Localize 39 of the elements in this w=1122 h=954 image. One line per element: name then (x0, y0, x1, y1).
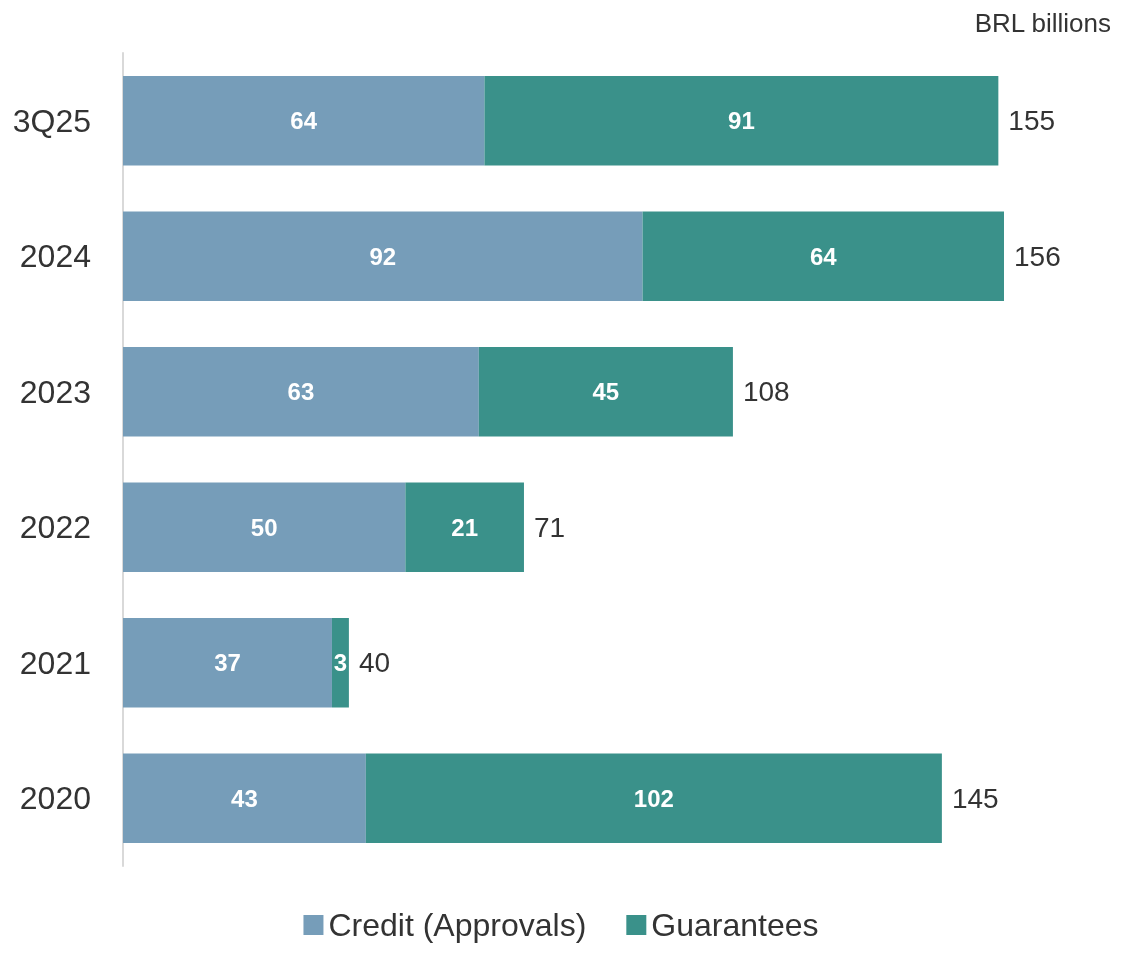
y-tick-label: 2023 (19, 373, 91, 410)
bar (478, 347, 733, 437)
data-label: 64 (809, 242, 838, 270)
y-tick-label: 2020 (19, 780, 91, 817)
data-label: 50 (250, 513, 278, 541)
bar (405, 482, 524, 572)
bar (642, 211, 1004, 301)
y-tick-label: 2022 (19, 509, 91, 546)
bar (123, 753, 366, 843)
data-label: 92 (369, 242, 397, 270)
data-label: 63 (287, 378, 315, 406)
y-tick-label: 2021 (19, 644, 91, 681)
bar (123, 618, 332, 708)
y-tick-label: 3Q25 (12, 102, 91, 139)
data-label: 43 (231, 784, 258, 812)
total-label: 108 (742, 376, 790, 408)
legend-label: Guarantees (651, 907, 819, 943)
bar (484, 76, 999, 166)
bar (123, 211, 643, 301)
bar (123, 482, 406, 572)
total-label: 145 (951, 782, 999, 814)
data-label: 91 (728, 107, 755, 135)
data-label: 21 (451, 513, 479, 541)
bar (331, 618, 349, 708)
bar (123, 76, 485, 166)
data-label: 45 (592, 378, 620, 406)
total-label: 71 (533, 511, 566, 543)
total-label: 155 (1008, 105, 1056, 137)
text: BRL billions (974, 8, 1112, 38)
y-tick-label: 2024 (19, 238, 91, 275)
total-label: 40 (358, 647, 391, 679)
total-label: 156 (1014, 240, 1061, 272)
bar (365, 753, 942, 843)
data-label: 102 (633, 784, 674, 812)
data-label: 37 (214, 649, 241, 677)
data-label: 64 (290, 107, 318, 135)
data-label: 3 (333, 649, 348, 677)
bar (123, 347, 479, 437)
legend-label: Credit (Approvals) (328, 907, 587, 943)
